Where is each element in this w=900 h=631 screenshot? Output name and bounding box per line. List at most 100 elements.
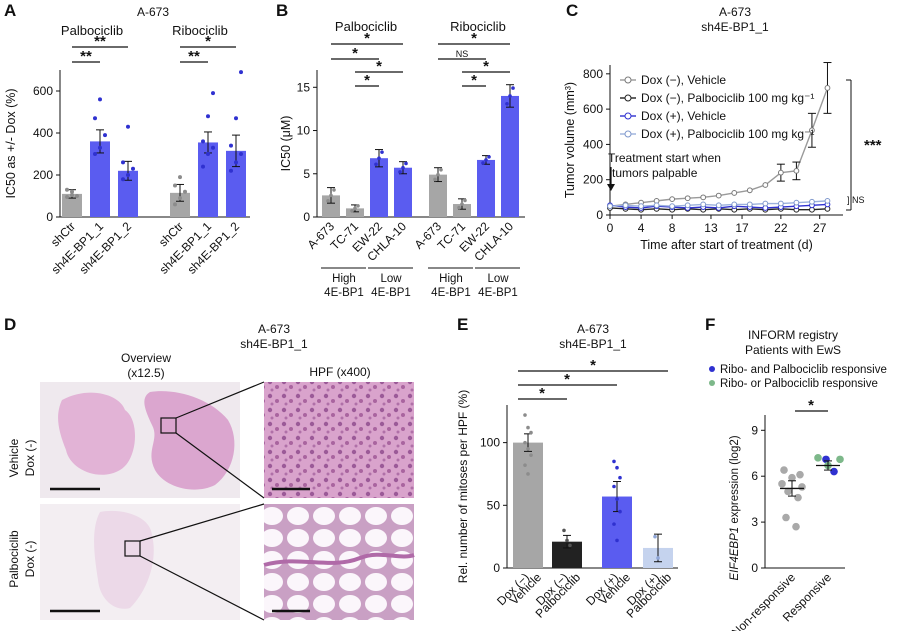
b-data-point [439,167,443,172]
c-data-point [684,202,691,209]
b-data-point [332,188,336,192]
a-data-point [126,173,130,177]
sig-b-7: * [483,58,489,75]
row1-label-a: Vehicle [7,438,21,477]
c-data-point [746,187,753,194]
b-y-axis-label: IC50 (μM) [279,116,293,172]
a-data-point [211,145,215,150]
e-data-point [523,463,527,467]
c-x-tick-label: 8 [669,221,676,235]
tissue-section-right [144,391,235,490]
a-data-point [239,70,243,75]
sig-b-1: * [364,30,370,47]
c-data-point [809,127,815,134]
b-y-tick-label: 10 [297,124,311,138]
a-bar [118,170,138,217]
b-high-1: High [332,273,356,285]
b-y-tick-label: 0 [303,210,310,224]
c-data-point [669,203,676,210]
b-marker-3: 4E-BP1 [431,287,471,299]
tissue-section-fat [94,510,154,609]
c-x-tick-label: 13 [704,221,718,235]
sig-e-1: * [590,357,596,374]
a-data-point [70,189,74,194]
e-data-point [618,475,622,480]
sig-a-2: ** [80,48,92,65]
e-bar [513,442,543,568]
c-x-tick-label: 4 [638,221,645,235]
a-data-point [103,133,107,138]
b-data-point [436,172,440,177]
f-data-point-nonresponsive [788,473,796,482]
f-data-point-nonresponsive [798,483,806,491]
c-x-tick-label: 0 [607,221,614,235]
b-data-point [463,198,467,203]
legend-label-2: Ribo- or Palbociclib responsive [720,378,878,390]
hpf-image-vehicle [264,382,414,498]
c-x-axis-label: Time after start of treatment (d) [640,238,813,252]
panel-a-group1: Palbociclib [61,23,123,38]
f-y-tick-label: 9 [751,423,758,437]
sig-b-5: * [471,30,477,47]
sig-c-main: *** [864,137,882,154]
a-data-point [131,166,135,171]
e-data-point [565,538,569,543]
a-data-point [65,195,69,200]
a-data-point [173,202,177,207]
treatment-arrowhead [607,184,615,191]
c-y-tick-label: 400 [583,137,603,151]
e-data-point [523,413,527,417]
b-data-point [460,202,464,206]
a-data-point [178,196,182,201]
sig-b-4: * [364,72,370,89]
c-x-tick-label: 22 [774,221,788,235]
b-bar [394,167,412,217]
panel-c-subtitle: sh4E-BP1_1 [701,20,769,34]
tissue-section-left [58,392,136,475]
a-bar [62,193,82,217]
f-data-point-nonresponsive [794,493,802,502]
a-data-point [70,192,74,197]
c-data-point [715,192,722,199]
c-data-point [777,200,784,207]
c-data-point [793,199,800,206]
a-data-point [98,145,102,150]
sig-b-2: * [352,45,358,62]
b-data-point [353,206,357,211]
e-data-point [618,509,622,514]
c-y-tick-label: 600 [583,102,603,116]
f-data-point-nonresponsive [778,480,786,488]
c-data-point [824,85,831,91]
b-data-point [374,162,378,167]
sig-f: * [808,397,814,414]
c-x-tick-label: 17 [735,221,749,235]
a-data-point [65,187,69,192]
overview-label: Overview [121,351,171,365]
e-data-point [568,543,572,548]
f-data-point-nonresponsive [782,513,790,522]
panel-f-subtitle: Patients with EwS [745,343,841,357]
a-data-point [229,168,233,173]
a-bar [170,192,190,217]
b-data-point [377,156,381,160]
panel-letter-d: D [4,315,16,334]
c-y-tick-label: 800 [583,67,603,81]
zoom-box-1 [160,417,177,434]
c-legend-marker [624,94,632,102]
a-bar [226,150,246,217]
c-data-point [777,169,784,176]
a-data-point [183,189,187,194]
c-data-point [684,195,691,202]
b-data-point [481,161,485,165]
panel-b-group1: Palbociclib [335,19,397,34]
chart-e: 0 50 100 Rel. number of mitoses per HPF (%)… [456,390,678,621]
sig-a-1: ** [94,33,106,50]
e-y-tick-label: 0 [493,561,500,575]
panel-c-title: A-673 [719,5,751,19]
e-data-point [656,556,660,560]
panel-letter-e: E [457,315,468,334]
e-y-tick-label: 50 [487,498,501,512]
b-bar [429,174,447,217]
f-data-point-nonresponsive [796,470,804,479]
f-data-point-nonresponsive [792,522,800,531]
